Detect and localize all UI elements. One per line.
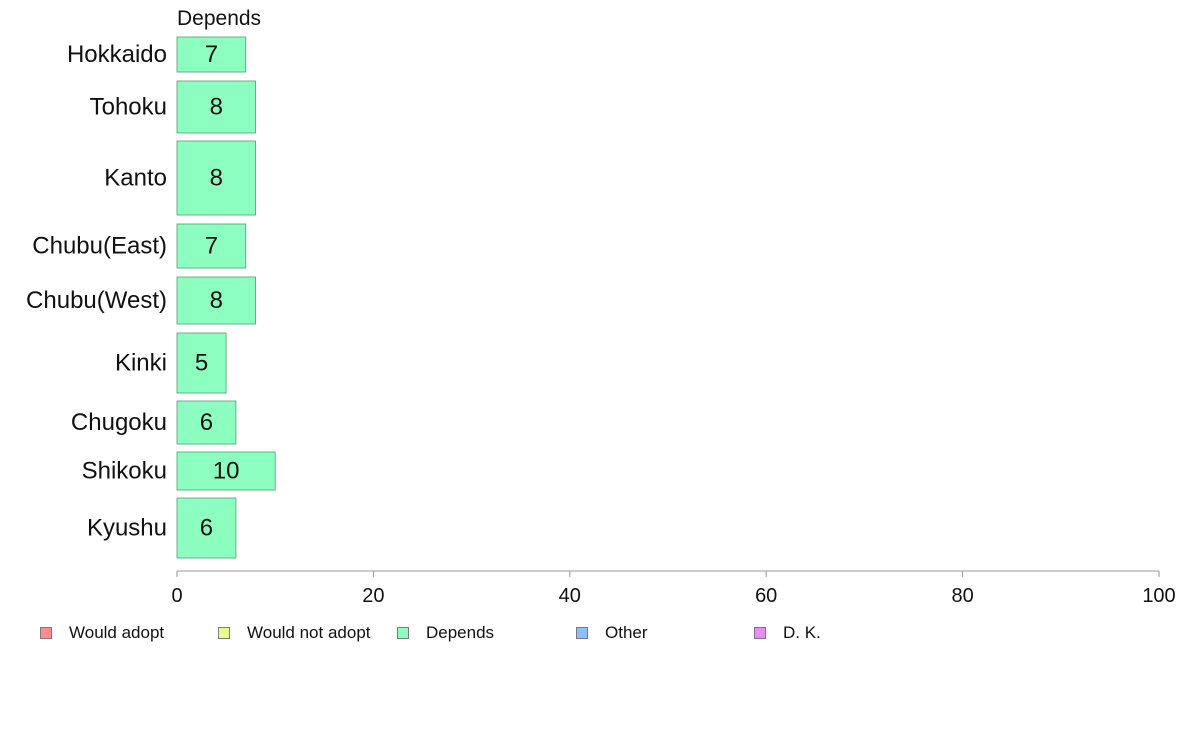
data-label: 6 (200, 515, 213, 542)
legend-item: D. K. (754, 623, 821, 643)
legend-item: Depends (397, 623, 494, 643)
category-label: Kinki (115, 350, 167, 377)
category-label: Chugoku (71, 409, 167, 436)
bar (176, 80, 256, 134)
data-label: 8 (210, 165, 223, 192)
data-label: 7 (205, 233, 218, 260)
bar (176, 400, 237, 445)
legend-swatch (397, 627, 409, 639)
x-tick-label: 60 (755, 585, 777, 607)
bar (176, 276, 256, 325)
legend-item: Would adopt (40, 623, 164, 643)
legend-swatch (40, 627, 52, 639)
x-tick-label: 20 (362, 585, 384, 607)
data-label: 8 (210, 287, 223, 314)
legend-item: Other (576, 623, 648, 643)
category-label: Kanto (104, 165, 167, 192)
x-tick-label: 0 (171, 585, 182, 607)
bar (176, 497, 237, 559)
bar (176, 332, 227, 394)
bar (176, 223, 247, 269)
legend-label: Would adopt (69, 623, 165, 642)
panel-title: Depends (177, 7, 261, 30)
data-label: 8 (210, 94, 223, 121)
data-label: 5 (195, 350, 208, 377)
chart: Depends Hokkaido 7 Tohoku 8 Kanto 8 Chubu(East)… (26, 7, 1176, 607)
legend-label: Depends (426, 623, 495, 642)
category-label: Chubu(East) (32, 233, 167, 260)
legend-swatch (218, 627, 230, 639)
category-label: Shikoku (82, 458, 167, 485)
data-label: 10 (213, 458, 240, 485)
legend-swatch (576, 627, 588, 639)
bar (176, 140, 256, 216)
legend-label: Other (605, 623, 648, 642)
data-label: 6 (200, 409, 213, 436)
data-label: 7 (205, 41, 218, 68)
legend: Would adopt Would not adopt Depends Other D.… (0, 623, 1188, 647)
x-tick-label: 100 (1142, 585, 1175, 607)
category-label: Kyushu (87, 515, 167, 542)
legend-item: Would not adopt (218, 623, 371, 643)
legend-swatch (754, 627, 766, 639)
x-tick-label: 80 (951, 585, 973, 607)
category-label: Tohoku (90, 94, 167, 121)
category-label: Chubu(West) (26, 287, 167, 314)
category-label: Hokkaido (67, 41, 167, 68)
x-tick-label: 40 (559, 585, 581, 607)
bar (176, 451, 276, 491)
bar (176, 36, 247, 73)
legend-label: D. K. (783, 623, 821, 642)
legend-label: Would not adopt (247, 623, 371, 642)
